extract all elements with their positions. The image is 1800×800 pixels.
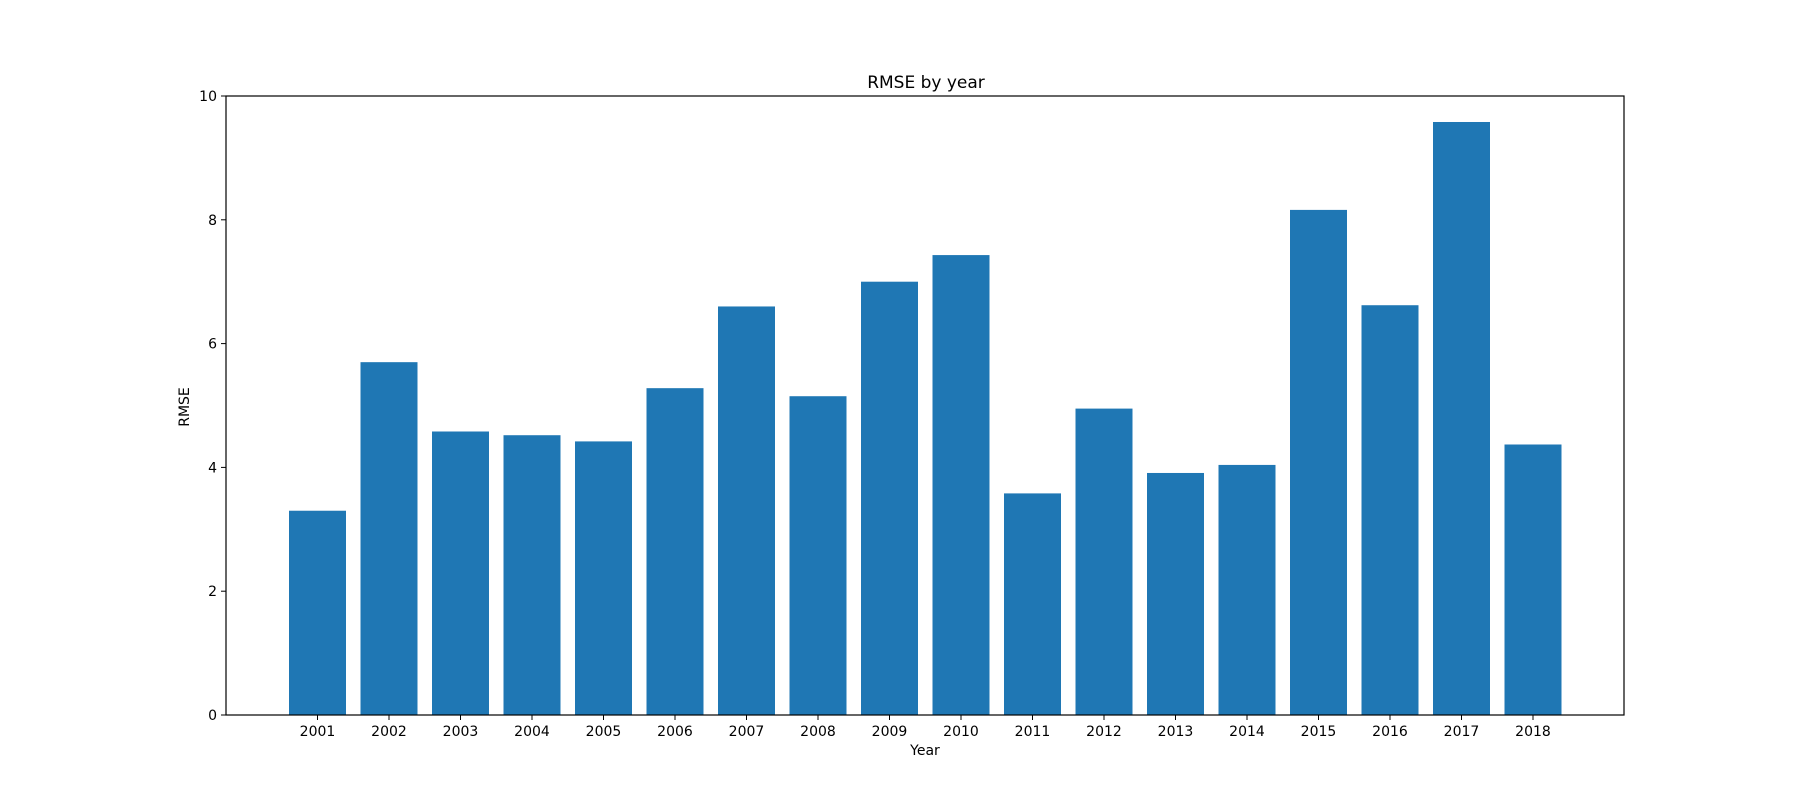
x-tick-label: 2004 — [514, 724, 550, 740]
x-axis-label: Year — [909, 743, 940, 759]
bar-2010 — [932, 255, 990, 715]
y-axis-label: RMSE — [177, 387, 193, 427]
x-tick-label: 2007 — [729, 724, 765, 740]
bar-2008 — [789, 396, 847, 715]
x-tick-label: 2013 — [1158, 724, 1194, 740]
x-tick-label: 2010 — [943, 724, 979, 740]
x-tick-label: 2017 — [1444, 724, 1480, 740]
bar-2009 — [861, 281, 918, 715]
x-tick-label: 2003 — [443, 724, 479, 740]
bar-2016 — [1361, 305, 1419, 715]
x-tick-label: 2011 — [1015, 724, 1051, 740]
y-tick-label: 10 — [199, 89, 217, 105]
bar-2006 — [646, 388, 704, 715]
x-tick-label: 2014 — [1229, 724, 1265, 740]
y-tick-label: 6 — [208, 337, 217, 353]
x-tick-label: 2012 — [1086, 724, 1122, 740]
x-tick-label: 2001 — [300, 724, 336, 740]
y-tick-label: 4 — [208, 460, 217, 476]
bar-2005 — [575, 441, 632, 715]
y-tick-label: 2 — [208, 584, 217, 600]
bar-2013 — [1147, 472, 1204, 715]
x-tick-label: 2016 — [1372, 724, 1408, 740]
plot-frame — [225, 95, 1625, 716]
x-tick-label: 2018 — [1515, 724, 1551, 740]
x-axis: 2001 2002 2003 2004 2005 2006 2007 2008 2009 2010… — [300, 715, 1551, 740]
x-tick-label: 2009 — [872, 724, 908, 740]
x-tick-label: 2002 — [371, 724, 407, 740]
y-axis: 0 2 4 6 8 10 — [199, 89, 226, 724]
bar-2018 — [1504, 444, 1562, 715]
bar-2014 — [1218, 464, 1276, 715]
x-tick-label: 2005 — [586, 724, 622, 740]
y-tick-label: 8 — [208, 213, 217, 229]
chart-title: RMSE by year — [867, 73, 985, 93]
bar-2003 — [432, 431, 489, 715]
x-tick-label: 2006 — [657, 724, 693, 740]
x-tick-label: 2015 — [1301, 724, 1337, 740]
bar-2007 — [718, 306, 775, 715]
bar-2012 — [1075, 408, 1133, 715]
bar-2017 — [1433, 121, 1490, 716]
bar-2002 — [360, 362, 418, 715]
bars-group — [289, 121, 1562, 716]
bar-2011 — [1004, 493, 1061, 715]
bar-2004 — [503, 435, 561, 715]
bar-2015 — [1290, 209, 1347, 715]
bar-2001 — [289, 510, 346, 715]
y-tick-label: 0 — [208, 708, 217, 724]
x-tick-label: 2008 — [800, 724, 836, 740]
